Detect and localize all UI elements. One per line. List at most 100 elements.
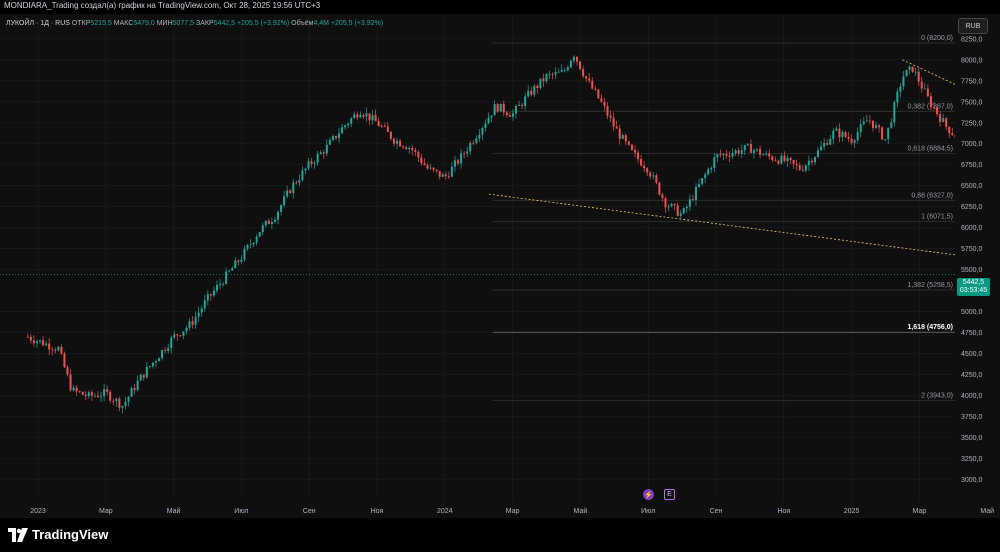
candle-body: [493, 104, 496, 116]
candle-body: [301, 170, 304, 181]
candle-body: [51, 349, 54, 351]
candle-body: [722, 153, 725, 156]
candle-body: [432, 167, 435, 170]
candle-body: [542, 78, 545, 82]
candle-body: [539, 78, 542, 88]
candle-body: [93, 395, 96, 397]
candle-body: [582, 69, 585, 77]
candle-body: [188, 321, 191, 328]
price-tick-label: 7000,0: [961, 141, 983, 148]
candle-body: [380, 126, 383, 127]
candle-body: [258, 232, 261, 237]
candle-body: [572, 56, 575, 61]
tradingview-logo[interactable]: TradingView: [8, 527, 108, 542]
candle-body: [139, 374, 142, 381]
candle-body: [502, 103, 505, 113]
candle-body: [154, 361, 157, 363]
candle-body: [194, 316, 197, 325]
price-tick-label: 4750,0: [961, 330, 983, 337]
candle-body: [774, 160, 777, 161]
candle-body: [374, 114, 377, 122]
candle-body: [725, 153, 728, 156]
fib-level-label: 1 (6071,5): [921, 214, 953, 221]
candle-body: [472, 142, 475, 144]
candle-body: [435, 169, 438, 171]
candle-body: [734, 150, 737, 154]
price-tick-label: 4000,0: [961, 393, 983, 400]
candle-body: [682, 208, 685, 214]
price-tick-label: 6000,0: [961, 225, 983, 232]
candle-body: [255, 236, 258, 243]
time-tick-label: 2024: [437, 508, 453, 515]
candle-body: [475, 138, 478, 143]
candle-body: [42, 340, 45, 346]
candle-body: [145, 366, 148, 378]
time-tick-label: Июл: [234, 508, 248, 515]
candle-body: [304, 168, 307, 171]
candle-body: [713, 157, 716, 168]
candle-body: [322, 152, 325, 154]
candle-body: [331, 135, 334, 140]
legend-close-value: 5442,5 +205,5 (+3,92%): [213, 20, 290, 27]
candle-body: [759, 149, 762, 155]
candle-body: [905, 69, 908, 77]
candle-body: [478, 134, 481, 139]
candle-body: [807, 160, 810, 166]
candle-body: [710, 167, 713, 170]
fib-level-label: 0,618 (6884,5): [907, 145, 953, 152]
candle-body: [316, 154, 319, 163]
candle-body: [97, 395, 100, 398]
candle-body: [240, 259, 243, 262]
candle-body: [563, 70, 566, 71]
candle-body: [826, 142, 829, 145]
candle-body: [768, 153, 771, 157]
fib-level-label: 0 (8200,0): [921, 35, 953, 42]
time-axis-bg: [0, 502, 1000, 518]
candle-body: [277, 211, 280, 220]
candle-body: [173, 334, 176, 338]
candle-body: [868, 120, 871, 122]
candle-body: [209, 294, 212, 296]
candle-body: [484, 123, 487, 128]
candle-body: [640, 159, 643, 166]
candle-body: [746, 144, 749, 146]
candle-body: [130, 388, 133, 397]
trend-line: [488, 193, 1000, 262]
earnings-event-icon[interactable]: E: [664, 489, 675, 500]
candle-body: [203, 300, 206, 309]
candle-body: [698, 184, 701, 188]
candle-body: [295, 182, 298, 184]
candle-body: [280, 205, 283, 212]
candle-body: [630, 144, 633, 151]
legend-volume-label: Объём: [291, 20, 314, 27]
candle-body: [87, 392, 90, 397]
legend-open-value: 5215,5: [90, 20, 112, 27]
candle-body: [447, 176, 450, 177]
candle-body: [820, 146, 823, 151]
time-tick-label: Мар: [913, 508, 927, 515]
price-chart[interactable]: 0 (8200,0)0,382 (7387,0)0,618 (6884,5)0,…: [0, 14, 1000, 518]
candle-body: [926, 88, 929, 97]
candle-body: [694, 187, 697, 201]
candle-body: [588, 78, 591, 81]
flash-event-icon[interactable]: ⚡: [643, 489, 654, 500]
candle-body: [197, 312, 200, 317]
candle-body: [396, 140, 399, 144]
last-price-value: 5442,5: [962, 279, 985, 286]
candle-body: [594, 88, 597, 90]
candle-body: [490, 115, 493, 118]
time-tick-label: Мар: [99, 508, 113, 515]
candle-body: [444, 174, 447, 177]
candle-body: [533, 85, 536, 95]
candle-body: [801, 169, 804, 171]
candle-body: [158, 358, 161, 362]
candle-body: [481, 127, 484, 135]
candle-body: [688, 199, 691, 207]
logo-text: TradingView: [32, 527, 109, 542]
currency-button[interactable]: RUB: [958, 18, 988, 34]
time-tick-label: 2023: [30, 508, 46, 515]
candle-body: [743, 145, 746, 151]
candle-body: [283, 196, 286, 206]
candle-body: [942, 118, 945, 122]
ohlc-legend: ЛУКОЙЛ · 1Д · RUS ОТКР5215,5 МАКС5479,0 …: [6, 20, 383, 27]
